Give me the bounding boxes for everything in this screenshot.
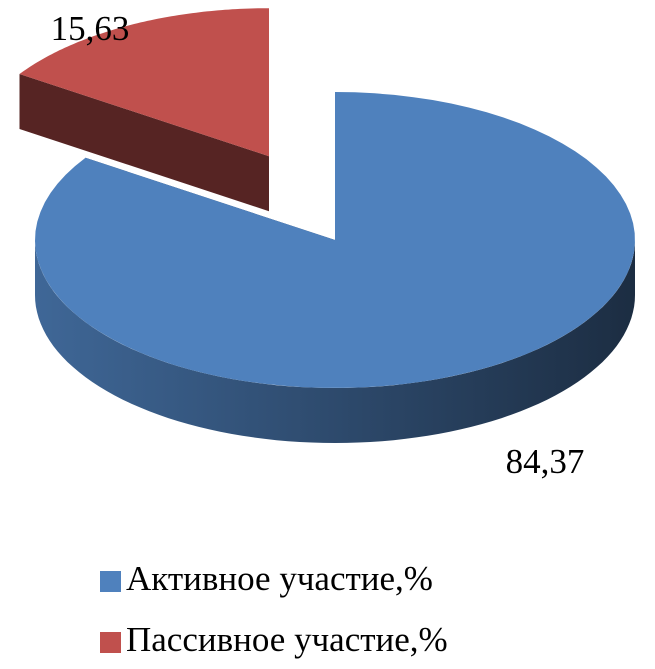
pie-slice — [19, 8, 269, 157]
legend-label: Пассивное участие,% — [126, 620, 448, 659]
legend-swatch — [100, 571, 121, 592]
legend-label: Активное участие,% — [126, 559, 433, 598]
pie-slice — [35, 92, 635, 388]
value-label: 15,63 — [51, 9, 130, 48]
legend-swatch — [100, 632, 121, 653]
value-label: 84,37 — [506, 442, 585, 481]
slice-wall — [19, 74, 269, 212]
slice-side — [35, 240, 635, 443]
